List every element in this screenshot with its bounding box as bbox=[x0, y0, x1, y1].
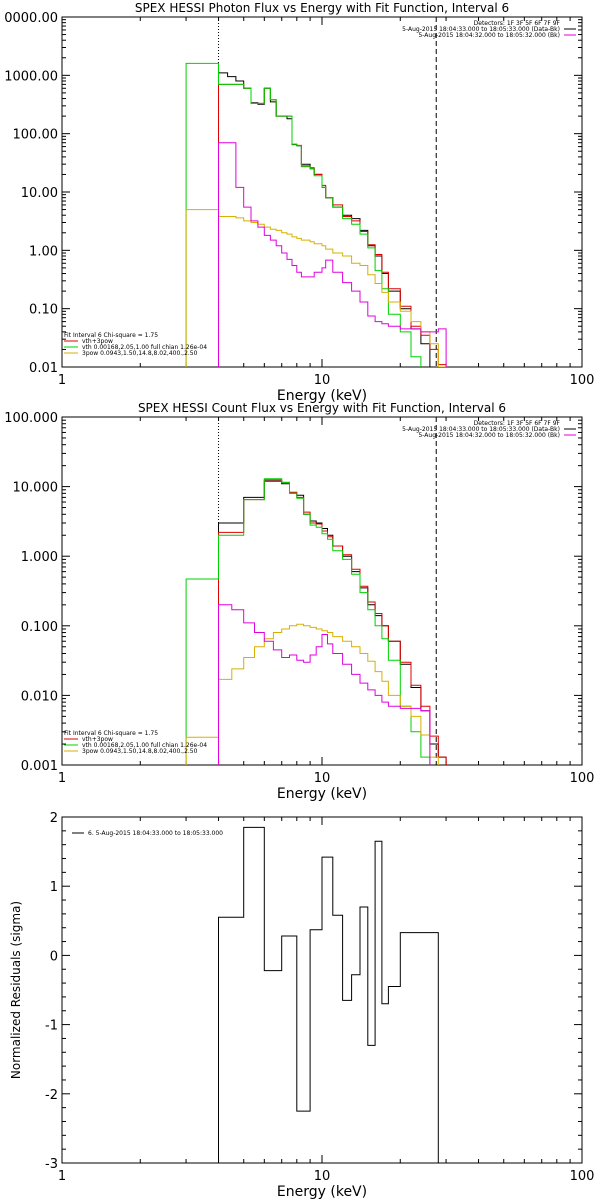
y-tick-label: 0000.00 bbox=[4, 11, 58, 26]
series-line-residuals bbox=[218, 826, 439, 1163]
y-tick-label: 0 bbox=[50, 949, 58, 964]
data-area bbox=[185, 62, 447, 367]
legend-bottom-entry: vth 0.00168,2.05,1.00 full chian 1.26e-0… bbox=[82, 344, 207, 351]
x-axis: 1 10 100 Energy (keV) bbox=[58, 417, 595, 802]
legend-top-entry: 5-Aug-2015 18:04:32.000 to 18:05:32.000 … bbox=[418, 432, 560, 439]
y-tick-label: 1.000 bbox=[21, 550, 58, 565]
data-area bbox=[185, 478, 447, 765]
series-line-data-bk bbox=[218, 480, 447, 765]
plot-frame bbox=[61, 16, 583, 368]
x-axis-label: Energy (keV) bbox=[277, 388, 367, 404]
x-axis-label: Energy (keV) bbox=[277, 786, 367, 802]
legend-top-entry: 5-Aug-2015 18:04:33.000 to 18:05:33.000 … bbox=[402, 426, 560, 433]
legend-bottom-entry: 3pow 0.0943,1.50,14.8,8.02,400.,2.50 bbox=[82, 350, 198, 357]
y-axis: 0.01 0.10 1.00 10.00 100.00 1000.00 0000.00 bbox=[4, 11, 582, 376]
x-tick-label: 100 bbox=[570, 771, 595, 786]
chart-panel-count: SPEX HESSI Count Flux vs Energy with Fit… bbox=[4, 401, 594, 802]
legend-bottom-entry: 3pow 0.0943,1.50,14.8,8.02,400.,2.50 bbox=[82, 748, 198, 755]
y-tick-label: 0.01 bbox=[29, 361, 58, 376]
y-tick-label: 10.000 bbox=[13, 481, 59, 496]
legend-top-entry: Detectors: 1F 3F 5F 6F 7F 9F bbox=[474, 20, 561, 27]
x-tick-label: 100 bbox=[570, 1169, 595, 1184]
y-tick-label: 10.00 bbox=[21, 186, 58, 201]
y-tick-label: -2 bbox=[45, 1088, 58, 1103]
y-tick-label: 100.000 bbox=[4, 411, 58, 426]
data-area bbox=[218, 826, 439, 1163]
y-tick-label: 1000.00 bbox=[4, 69, 58, 84]
y-tick-label: 2 bbox=[50, 811, 58, 826]
series-line-vth bbox=[185, 62, 422, 367]
y-axis: -3 -2 -1 0 1 2 Normalized Residuals (sigma) bbox=[9, 811, 582, 1172]
y-axis-label: Normalized Residuals (sigma) bbox=[9, 901, 23, 1079]
x-tick-label: 10 bbox=[314, 771, 331, 786]
y-tick-label: -3 bbox=[45, 1157, 58, 1172]
x-tick-label: 1 bbox=[58, 373, 66, 388]
legend-bottom-entry: Fit Interval 6 Chi-square = 1.75 bbox=[64, 730, 158, 737]
y-axis: 0.001 0.010 0.100 1.000 10.000 100.000 bbox=[4, 411, 582, 774]
legend-top-entry: 5-Aug-2015 18:04:33.000 to 18:05:33.000 … bbox=[402, 26, 560, 33]
legend-bottom-entry: vth+3pow bbox=[82, 338, 113, 345]
series-line-vth-3pow bbox=[218, 479, 447, 765]
x-tick-label: 100 bbox=[570, 373, 595, 388]
series-line-bk bbox=[218, 604, 431, 765]
legend-bottom-entry: vth 0.00168,2.05,1.00 full chian 1.26e-0… bbox=[82, 742, 207, 749]
x-axis-label: Energy (keV) bbox=[277, 1184, 367, 1200]
legend-top-entry: Detectors: 1F 3F 5F 6F 7F 9F bbox=[474, 420, 561, 427]
x-tick-label: 10 bbox=[314, 373, 331, 388]
y-tick-label: 0.10 bbox=[29, 303, 58, 318]
series-line-3pow bbox=[185, 209, 447, 367]
series-line-3pow bbox=[185, 623, 439, 765]
chart-panel-resid: 1 10 100 Energy (keV) -3 -2 -1 0 1 2 Normalized Re… bbox=[9, 811, 594, 1200]
y-tick-label: 1 bbox=[50, 880, 58, 895]
x-tick-label: 1 bbox=[58, 771, 66, 786]
y-tick-label: 1.00 bbox=[29, 244, 58, 259]
y-tick-label: -1 bbox=[45, 1019, 58, 1034]
chart-panel-photon: SPEX HESSI Photon Flux vs Energy with Fi… bbox=[4, 1, 594, 404]
y-tick-label: 0.100 bbox=[21, 620, 58, 635]
series-line-bk bbox=[218, 142, 447, 367]
y-tick-label: 0.010 bbox=[21, 689, 58, 704]
plot-frame bbox=[61, 416, 583, 766]
legend-bottom-entry: vth+3pow bbox=[82, 736, 113, 743]
x-axis: 1 10 100 Energy (keV) bbox=[58, 817, 595, 1200]
x-tick-label: 1 bbox=[58, 1169, 66, 1184]
chart-title: SPEX HESSI Count Flux vs Energy with Fit… bbox=[138, 401, 506, 415]
chart-title: SPEX HESSI Photon Flux vs Energy with Fi… bbox=[135, 1, 509, 15]
legend-top-entry: 6. 5-Aug-2015 18:04:33.000 to 18:05:33.0… bbox=[88, 830, 223, 837]
legend-bottom-entry: Fit Interval 6 Chi-square = 1.75 bbox=[64, 332, 158, 339]
y-tick-label: 0.001 bbox=[21, 759, 58, 774]
x-tick-label: 10 bbox=[314, 1169, 331, 1184]
y-tick-label: 100.00 bbox=[13, 128, 59, 143]
legend-top-entry: 5-Aug-2015 18:04:32.000 to 18:05:32.000 … bbox=[418, 32, 560, 39]
